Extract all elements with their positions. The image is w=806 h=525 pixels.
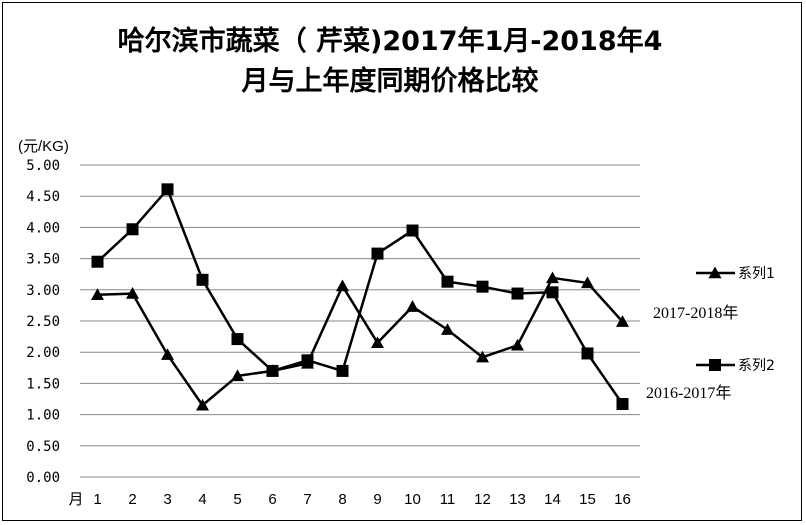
series-1-point xyxy=(336,279,349,292)
x-tick-label: 6 xyxy=(268,491,276,508)
x-axis-ticks: 1 2 3 4 5 6 7 8 9 10 11 12 13 14 15 16月 xyxy=(68,491,630,508)
series-1-point xyxy=(126,287,139,299)
y-axis-unit-label: (元/KG) xyxy=(18,138,69,155)
series-2-point xyxy=(371,247,384,260)
legend-marker xyxy=(709,359,721,371)
series-2-point xyxy=(126,223,139,236)
y-tick-label: 2.50 xyxy=(26,314,60,330)
series-2-point xyxy=(511,287,524,300)
series-2-point xyxy=(301,354,314,367)
y-tick-label: 3.50 xyxy=(26,252,60,268)
series-1-point xyxy=(371,336,384,349)
series-1-point xyxy=(91,288,104,300)
legend-entry-1: 系列1 2017-2018年 xyxy=(653,266,775,322)
series-2-point xyxy=(196,273,209,286)
series-2-point xyxy=(581,347,594,360)
x-tick-label: 1 xyxy=(93,491,101,508)
series-2-point xyxy=(91,255,104,268)
x-tick-label: 15 xyxy=(579,491,596,508)
y-tick-label: 5.00 xyxy=(26,158,60,174)
series-2-point xyxy=(336,364,349,377)
series-2-point xyxy=(406,224,419,237)
series-1-point xyxy=(196,398,209,411)
series-1-point xyxy=(441,323,454,335)
x-axis-prefix-label: 月 xyxy=(68,491,83,508)
y-tick-label: 1.50 xyxy=(26,376,60,392)
gridlines xyxy=(80,164,640,478)
x-tick-label: 11 xyxy=(440,491,456,508)
y-tick-label: 1.00 xyxy=(26,408,60,424)
y-tick-label: 0.50 xyxy=(26,439,60,455)
series-2 xyxy=(91,183,629,410)
legend-marker xyxy=(708,266,722,279)
series-period-label: 2017-2018年 xyxy=(653,304,738,322)
series-period-label: 2016-2017年 xyxy=(646,384,731,402)
series-1-line xyxy=(97,276,624,408)
x-tick-label: 16 xyxy=(614,491,631,508)
x-tick-label: 14 xyxy=(544,491,561,508)
chart-title-line-2: 月与上年度同期价格比较 xyxy=(241,66,539,97)
y-tick-label: 3.00 xyxy=(26,283,60,299)
legend-entry-2: 系列2 2016-2017年 xyxy=(646,358,775,402)
y-tick-label: 2.00 xyxy=(26,345,60,361)
series-1-point xyxy=(476,350,489,363)
x-tick-label: 2 xyxy=(128,491,136,508)
series-1-point xyxy=(161,348,174,360)
y-axis-ticks: 0.00 0.50 1.00 1.50 2.00 2.50 3.00 3.50 4.00 4.50… xyxy=(26,158,60,486)
x-tick-label: 8 xyxy=(338,491,346,508)
series-2-line xyxy=(96,186,624,405)
series-2-point xyxy=(441,275,454,288)
series-2-point xyxy=(546,286,559,299)
x-tick-label: 13 xyxy=(509,491,526,508)
x-tick-label: 7 xyxy=(303,491,311,508)
chart-title: 哈尔滨市蔬菜（ 芹菜)2017年1月-2018年4 月与上年度同期价格比较 xyxy=(60,22,720,102)
y-tick-label: 0.00 xyxy=(26,470,60,486)
legend-label: 系列1 xyxy=(738,266,775,282)
series-2-point xyxy=(616,397,629,410)
series-2-point xyxy=(161,183,174,196)
series-1-point xyxy=(511,338,524,351)
series-2-point xyxy=(231,333,244,346)
x-tick-label: 5 xyxy=(233,491,241,508)
series-1-point xyxy=(616,315,629,327)
x-tick-label: 4 xyxy=(198,491,206,508)
series-2-point xyxy=(476,280,489,293)
series-2-point xyxy=(266,364,279,377)
y-tick-label: 4.50 xyxy=(26,189,60,205)
x-tick-label: 12 xyxy=(474,491,491,508)
x-tick-label: 10 xyxy=(404,491,421,508)
legend-label: 系列2 xyxy=(738,358,775,374)
series-1-point xyxy=(406,300,419,312)
x-tick-label: 3 xyxy=(163,491,171,508)
series-1-point xyxy=(581,276,594,289)
series-layer xyxy=(91,183,629,411)
chart-title-line-1: 哈尔滨市蔬菜（ 芹菜)2017年1月-2018年4 xyxy=(117,26,663,57)
series-1-point xyxy=(546,271,559,284)
y-tick-label: 4.00 xyxy=(26,220,60,236)
series-1-point xyxy=(231,369,244,382)
x-tick-label: 9 xyxy=(373,491,381,508)
